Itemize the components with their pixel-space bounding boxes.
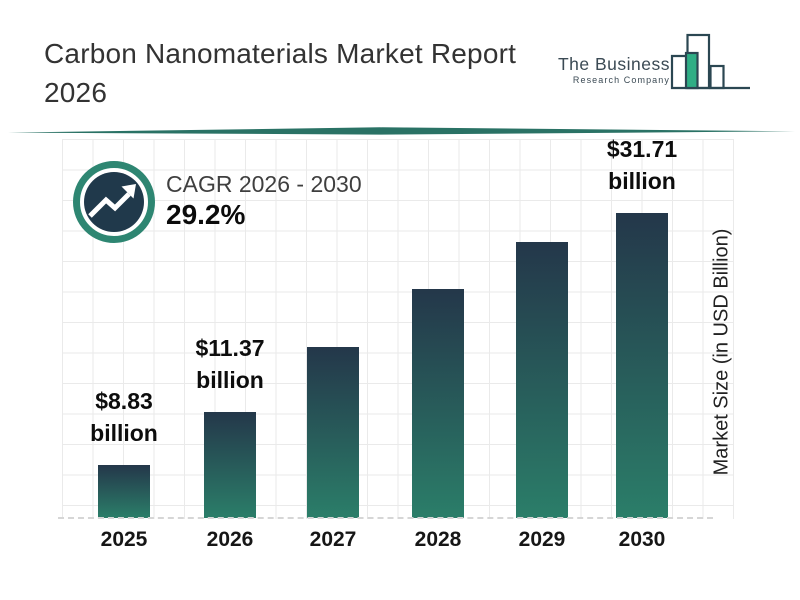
bar-2029 [516, 242, 568, 518]
bar-2027 [307, 347, 359, 518]
logo-text: The Business [558, 54, 670, 74]
value-label-line: $31.71 [606, 136, 678, 162]
trending-up-icon [88, 184, 136, 218]
bar-2028 [412, 289, 464, 518]
year-label-2026: 2026 [206, 528, 254, 551]
year-label-2030: 2030 [618, 528, 666, 551]
y-axis-label: Market Size (in USD Billion) [710, 228, 733, 476]
company-logo: The Business Research Company [558, 33, 750, 90]
value-label-line: billion [196, 367, 264, 393]
logo-subtext: Research Company [573, 75, 670, 85]
year-label-2029: 2029 [518, 528, 566, 551]
bar-2030 [616, 213, 668, 518]
value-label-2025: $8.83 billion [54, 385, 194, 449]
value-label-2026: $11.37 billion [160, 332, 300, 396]
bar-2026 [204, 412, 256, 518]
value-label-line: billion [608, 168, 676, 194]
year-label-2025: 2025 [100, 528, 148, 551]
year-label-2028: 2028 [414, 528, 462, 551]
year-label-2027: 2027 [309, 528, 357, 551]
bar-2025 [98, 465, 150, 518]
page-title-line1: Carbon Nanomaterials Market Report [44, 38, 517, 69]
value-label-line: $11.37 [195, 335, 265, 361]
cagr-value: 29.2% [166, 199, 246, 230]
page-title: Carbon Nanomaterials Market Report 2026 [44, 34, 574, 112]
logo-skyline-icon [670, 33, 750, 90]
cagr-circle [84, 172, 144, 232]
value-label-2030: $31.71 billion [572, 133, 712, 197]
page-title-line2: 2026 [44, 77, 108, 108]
x-axis-baseline [58, 517, 713, 519]
value-label-line: $8.83 [95, 388, 153, 414]
value-label-line: billion [90, 420, 158, 446]
divider-line [8, 127, 795, 135]
cagr-badge [73, 161, 155, 243]
cagr-label: CAGR 2026 - 2030 [166, 171, 362, 197]
